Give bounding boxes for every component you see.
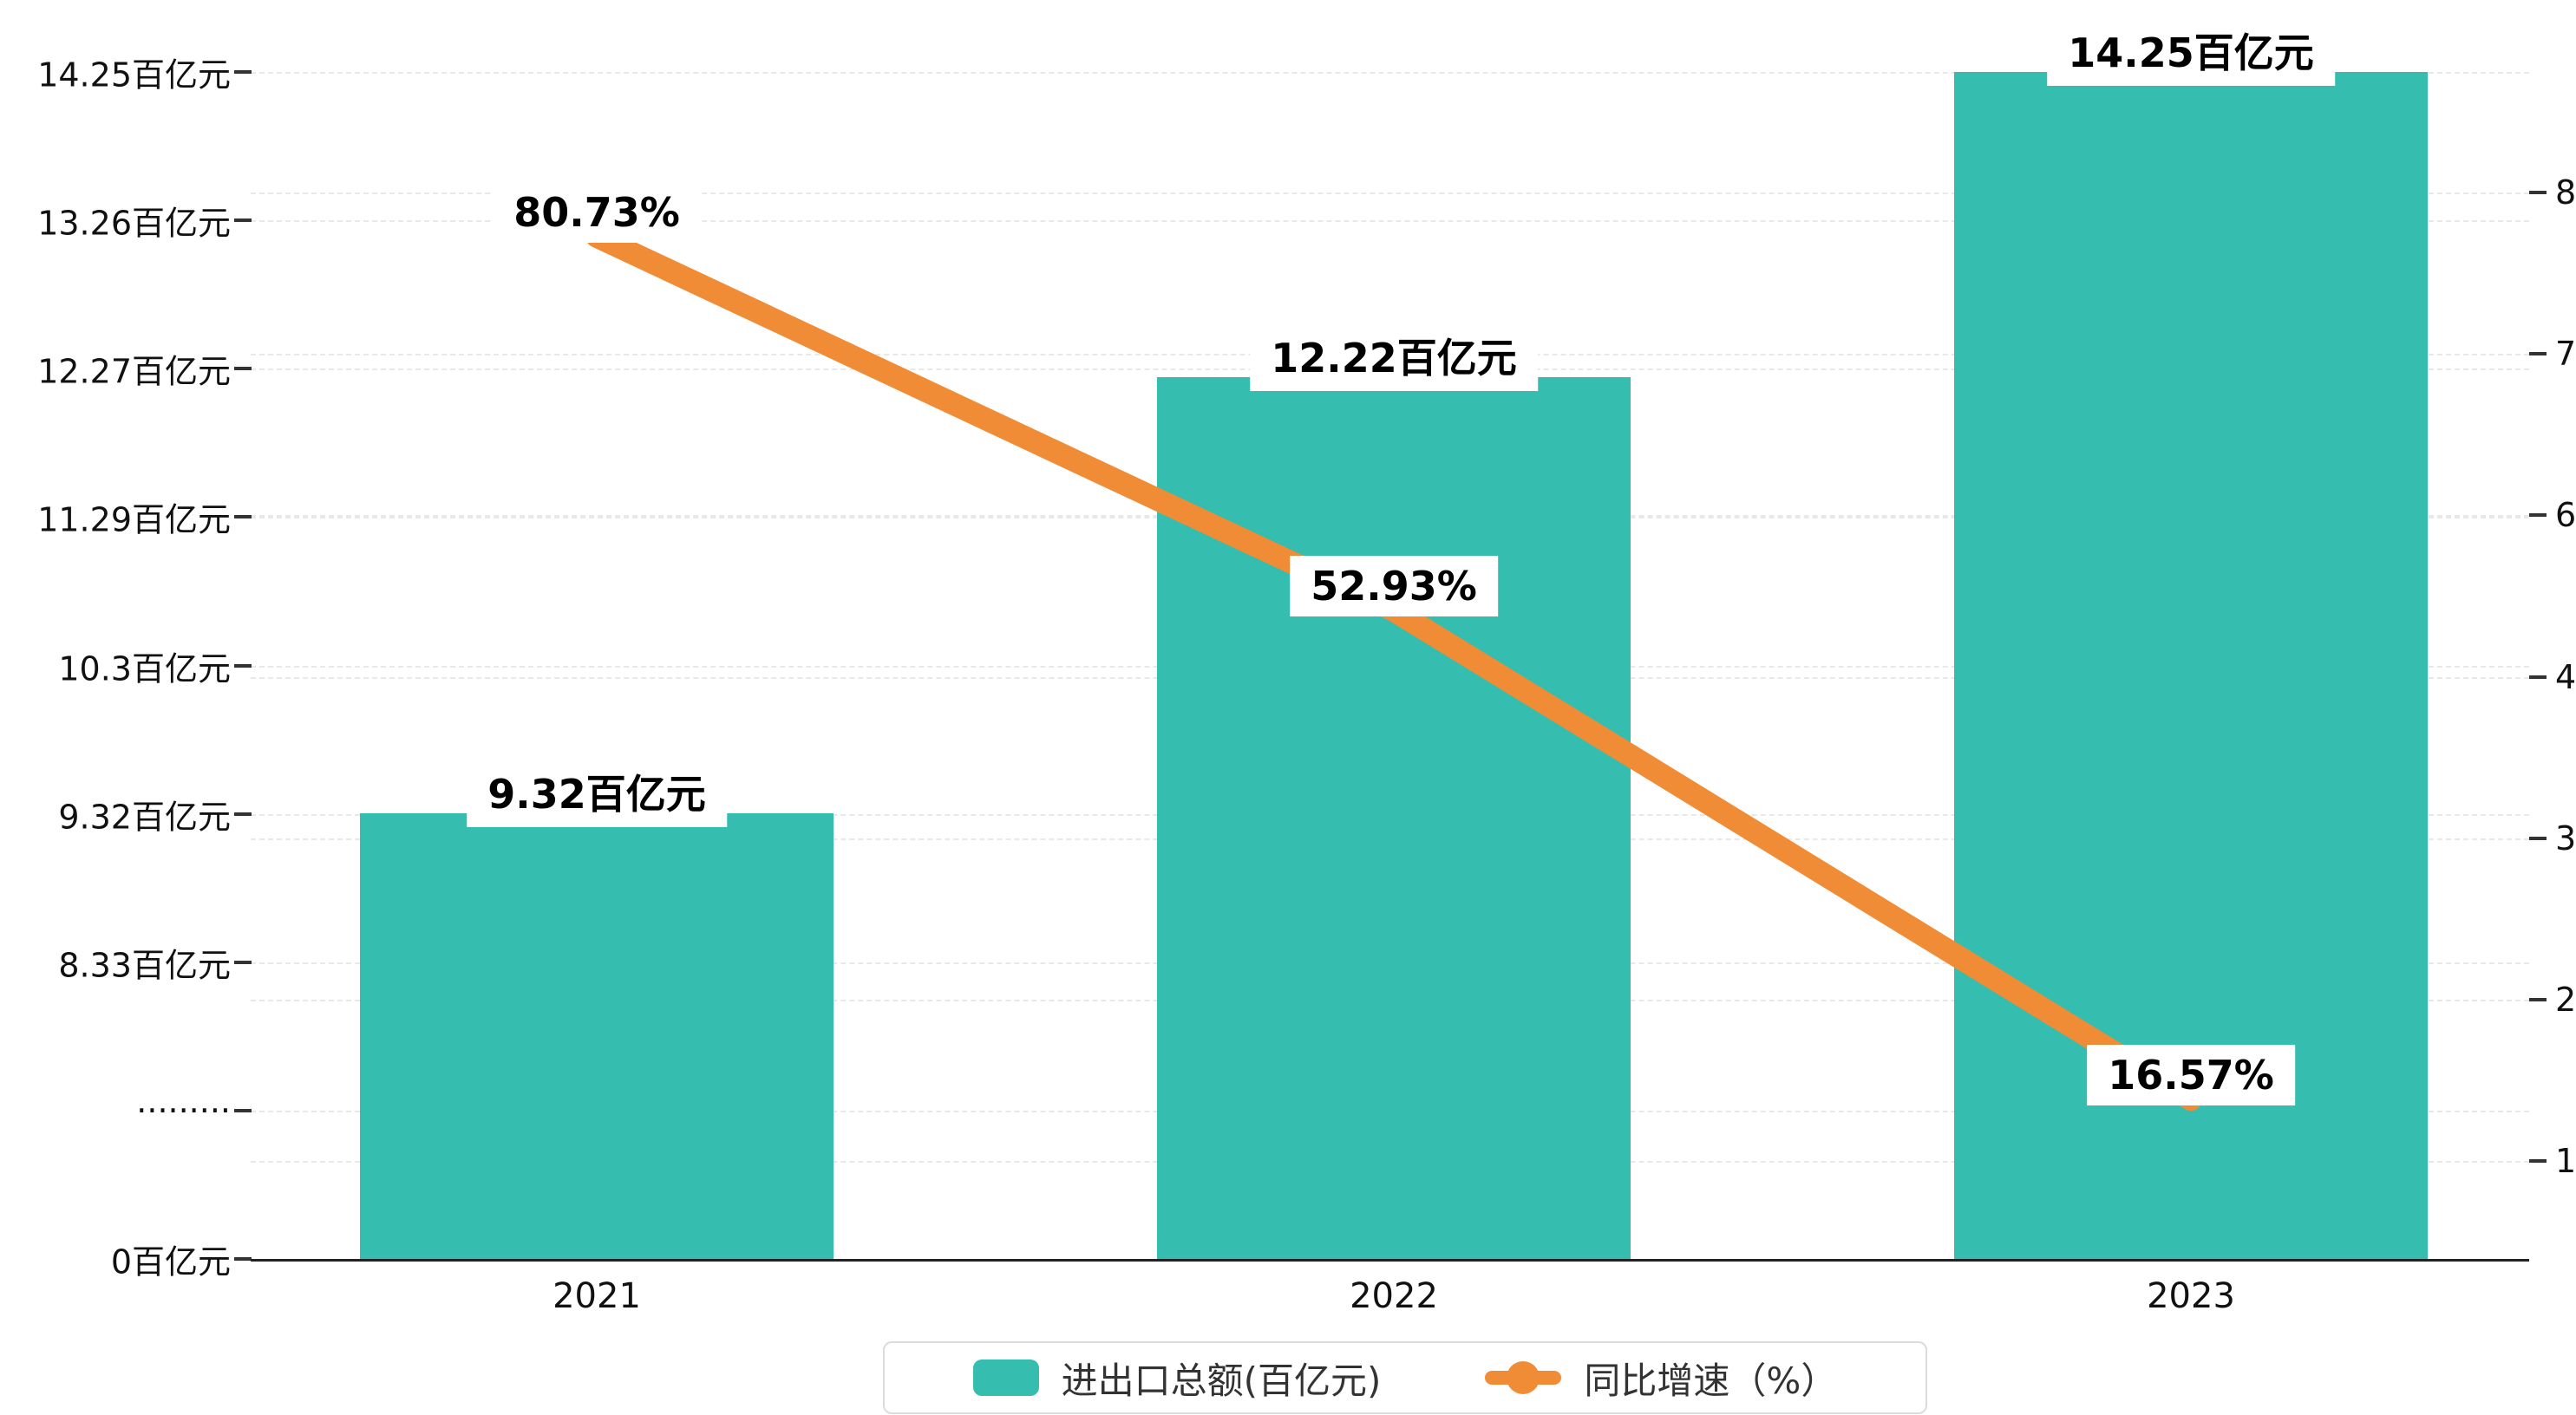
left-axis-tick-label: ········· [136,1091,231,1130]
bar-series-swatch [972,1360,1039,1396]
right-axis-tick-label: 60 [2555,496,2576,535]
left-axis-tick-label: 9.32百亿元 [58,798,231,837]
left-axis-tick [234,515,252,519]
left-axis-tick [234,663,252,668]
left-axis-tick-label: 14.25百亿元 [37,55,231,95]
left-axis-tick [234,960,252,964]
left-axis-tick [234,367,252,371]
legend: 进出口总额(百亿元) 同比增速（%） [883,1341,1927,1414]
right-axis-tick [2529,997,2547,1001]
line-value-label: 16.57% [2087,1045,2295,1106]
gridline [251,72,2529,74]
right-axis-tick [2529,836,2547,840]
right-axis-tick [2529,352,2547,356]
right-axis-tick [2529,513,2547,518]
x-axis-label-2021: 2021 [552,1276,641,1316]
right-axis-tick [2529,675,2547,679]
gridline [251,192,2529,194]
x-axis-label-2022: 2022 [1350,1276,1438,1316]
left-axis-tick [234,1257,252,1261]
left-axis-tick [234,218,252,223]
legend-item-line-series[interactable]: 同比增速（%） [1485,1352,1837,1405]
right-axis-tick [2529,1159,2547,1163]
line-series-marker-dot [1507,1361,1540,1394]
bar-2021[interactable] [360,813,834,1259]
left-axis-tick-label: 12.27百亿元 [37,352,231,391]
right-axis-tick-label: 72 [2555,335,2576,374]
left-axis-tick-label: 11.29百亿元 [37,500,231,539]
line-value-label: 80.73% [493,181,701,243]
right-axis-tick-label: 48 [2555,657,2576,696]
bar-series-label: 进出口总额(百亿元) [1061,1359,1382,1402]
line-series-marker [1485,1361,1562,1394]
line-series-label: 同比增速（%） [1584,1359,1838,1402]
left-axis-tick [234,1108,252,1112]
left-axis-tick-label: 0百亿元 [110,1242,231,1281]
left-axis-tick [234,812,252,816]
legend-item-bar-series[interactable]: 进出口总额(百亿元) [972,1352,1382,1405]
right-axis-tick [2529,191,2547,194]
x-axis-label-2023: 2023 [2147,1276,2235,1316]
left-axis-tick [234,70,252,74]
right-axis-tick-label: 12 [2555,1142,2576,1180]
bar-value-label: 12.22百亿元 [1250,320,1538,392]
right-axis-tick-label: 36 [2555,818,2576,857]
right-axis-tick-label: 24 [2555,980,2576,1019]
bar-value-label: 9.32百亿元 [467,756,727,828]
line-value-label: 52.93% [1290,556,1498,617]
left-axis-tick-label: 13.26百亿元 [37,204,231,243]
gridline [251,220,2529,223]
left-axis-tick-label: 8.33百亿元 [58,946,231,985]
right-axis-tick-label: 84 [2555,173,2576,212]
left-axis-tick-label: 10.3百亿元 [58,649,231,688]
x-axis-line [251,1259,2529,1262]
bar-value-label: 14.25百亿元 [2047,15,2335,86]
